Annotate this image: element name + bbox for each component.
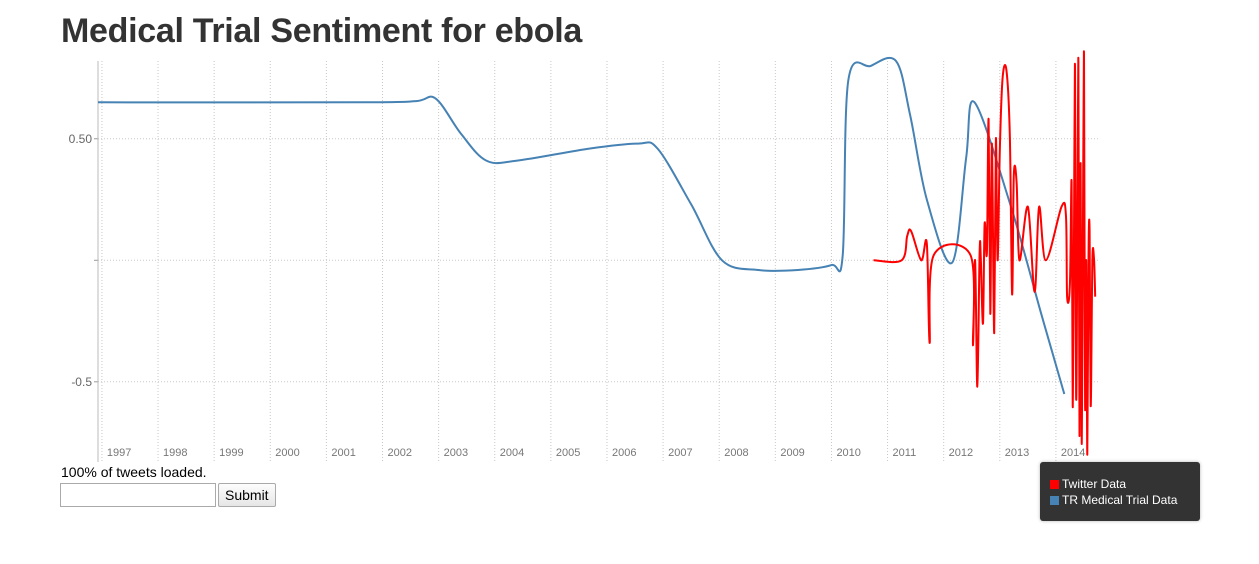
legend-swatch-icon (1050, 479, 1059, 489)
y-tick-label: 0.50 (69, 132, 93, 146)
x-tick-label: 2012 (949, 447, 973, 459)
x-tick-label: 1998 (163, 447, 187, 459)
page-title: Medical Trial Sentiment for ebola (61, 12, 583, 50)
x-tick-label: 2003 (444, 447, 468, 459)
chart-legend: Twitter Data TR Medical Trial Data (1040, 462, 1200, 521)
x-tick-label: 1997 (107, 447, 131, 459)
y-tick-label: -0.5 (71, 375, 92, 389)
x-tick-label: 2007 (668, 447, 692, 459)
search-input[interactable] (60, 483, 216, 507)
chart-axes: 1997 1998 1999 2000 2001 2002 2003 2004 2005 2006… (69, 61, 1085, 462)
legend-item-twitter[interactable]: Twitter Data (1050, 477, 1126, 491)
x-tick-label: 1999 (219, 447, 243, 459)
x-tick-label: 2000 (275, 447, 299, 459)
x-tick-label: 2006 (612, 447, 636, 459)
chart-series (97, 50, 1097, 456)
submit-button[interactable]: Submit (218, 483, 276, 507)
x-tick-label: 2002 (388, 447, 412, 459)
x-tick-label: 2008 (724, 447, 748, 459)
x-tick-label: 2001 (331, 447, 355, 459)
series-line-tr-medical-trial-data (97, 56, 1066, 395)
legend-swatch-icon (1050, 495, 1059, 505)
x-tick-label: 2009 (780, 447, 804, 459)
x-tick-label: 2010 (836, 447, 860, 459)
x-tick-label: 2004 (500, 447, 524, 459)
x-tick-label: 2013 (1005, 447, 1029, 459)
tweet-load-status: 100% of tweets loaded. (61, 464, 207, 480)
x-tick-label: 2011 (893, 447, 917, 459)
series-line-twitter-data (873, 50, 1097, 456)
legend-label: TR Medical Trial Data (1062, 493, 1178, 507)
legend-item-tr-medical[interactable]: TR Medical Trial Data (1050, 493, 1177, 507)
x-tick-label: 2014 (1061, 447, 1085, 459)
legend-label: Twitter Data (1062, 477, 1127, 491)
x-tick-label: 2005 (556, 447, 580, 459)
